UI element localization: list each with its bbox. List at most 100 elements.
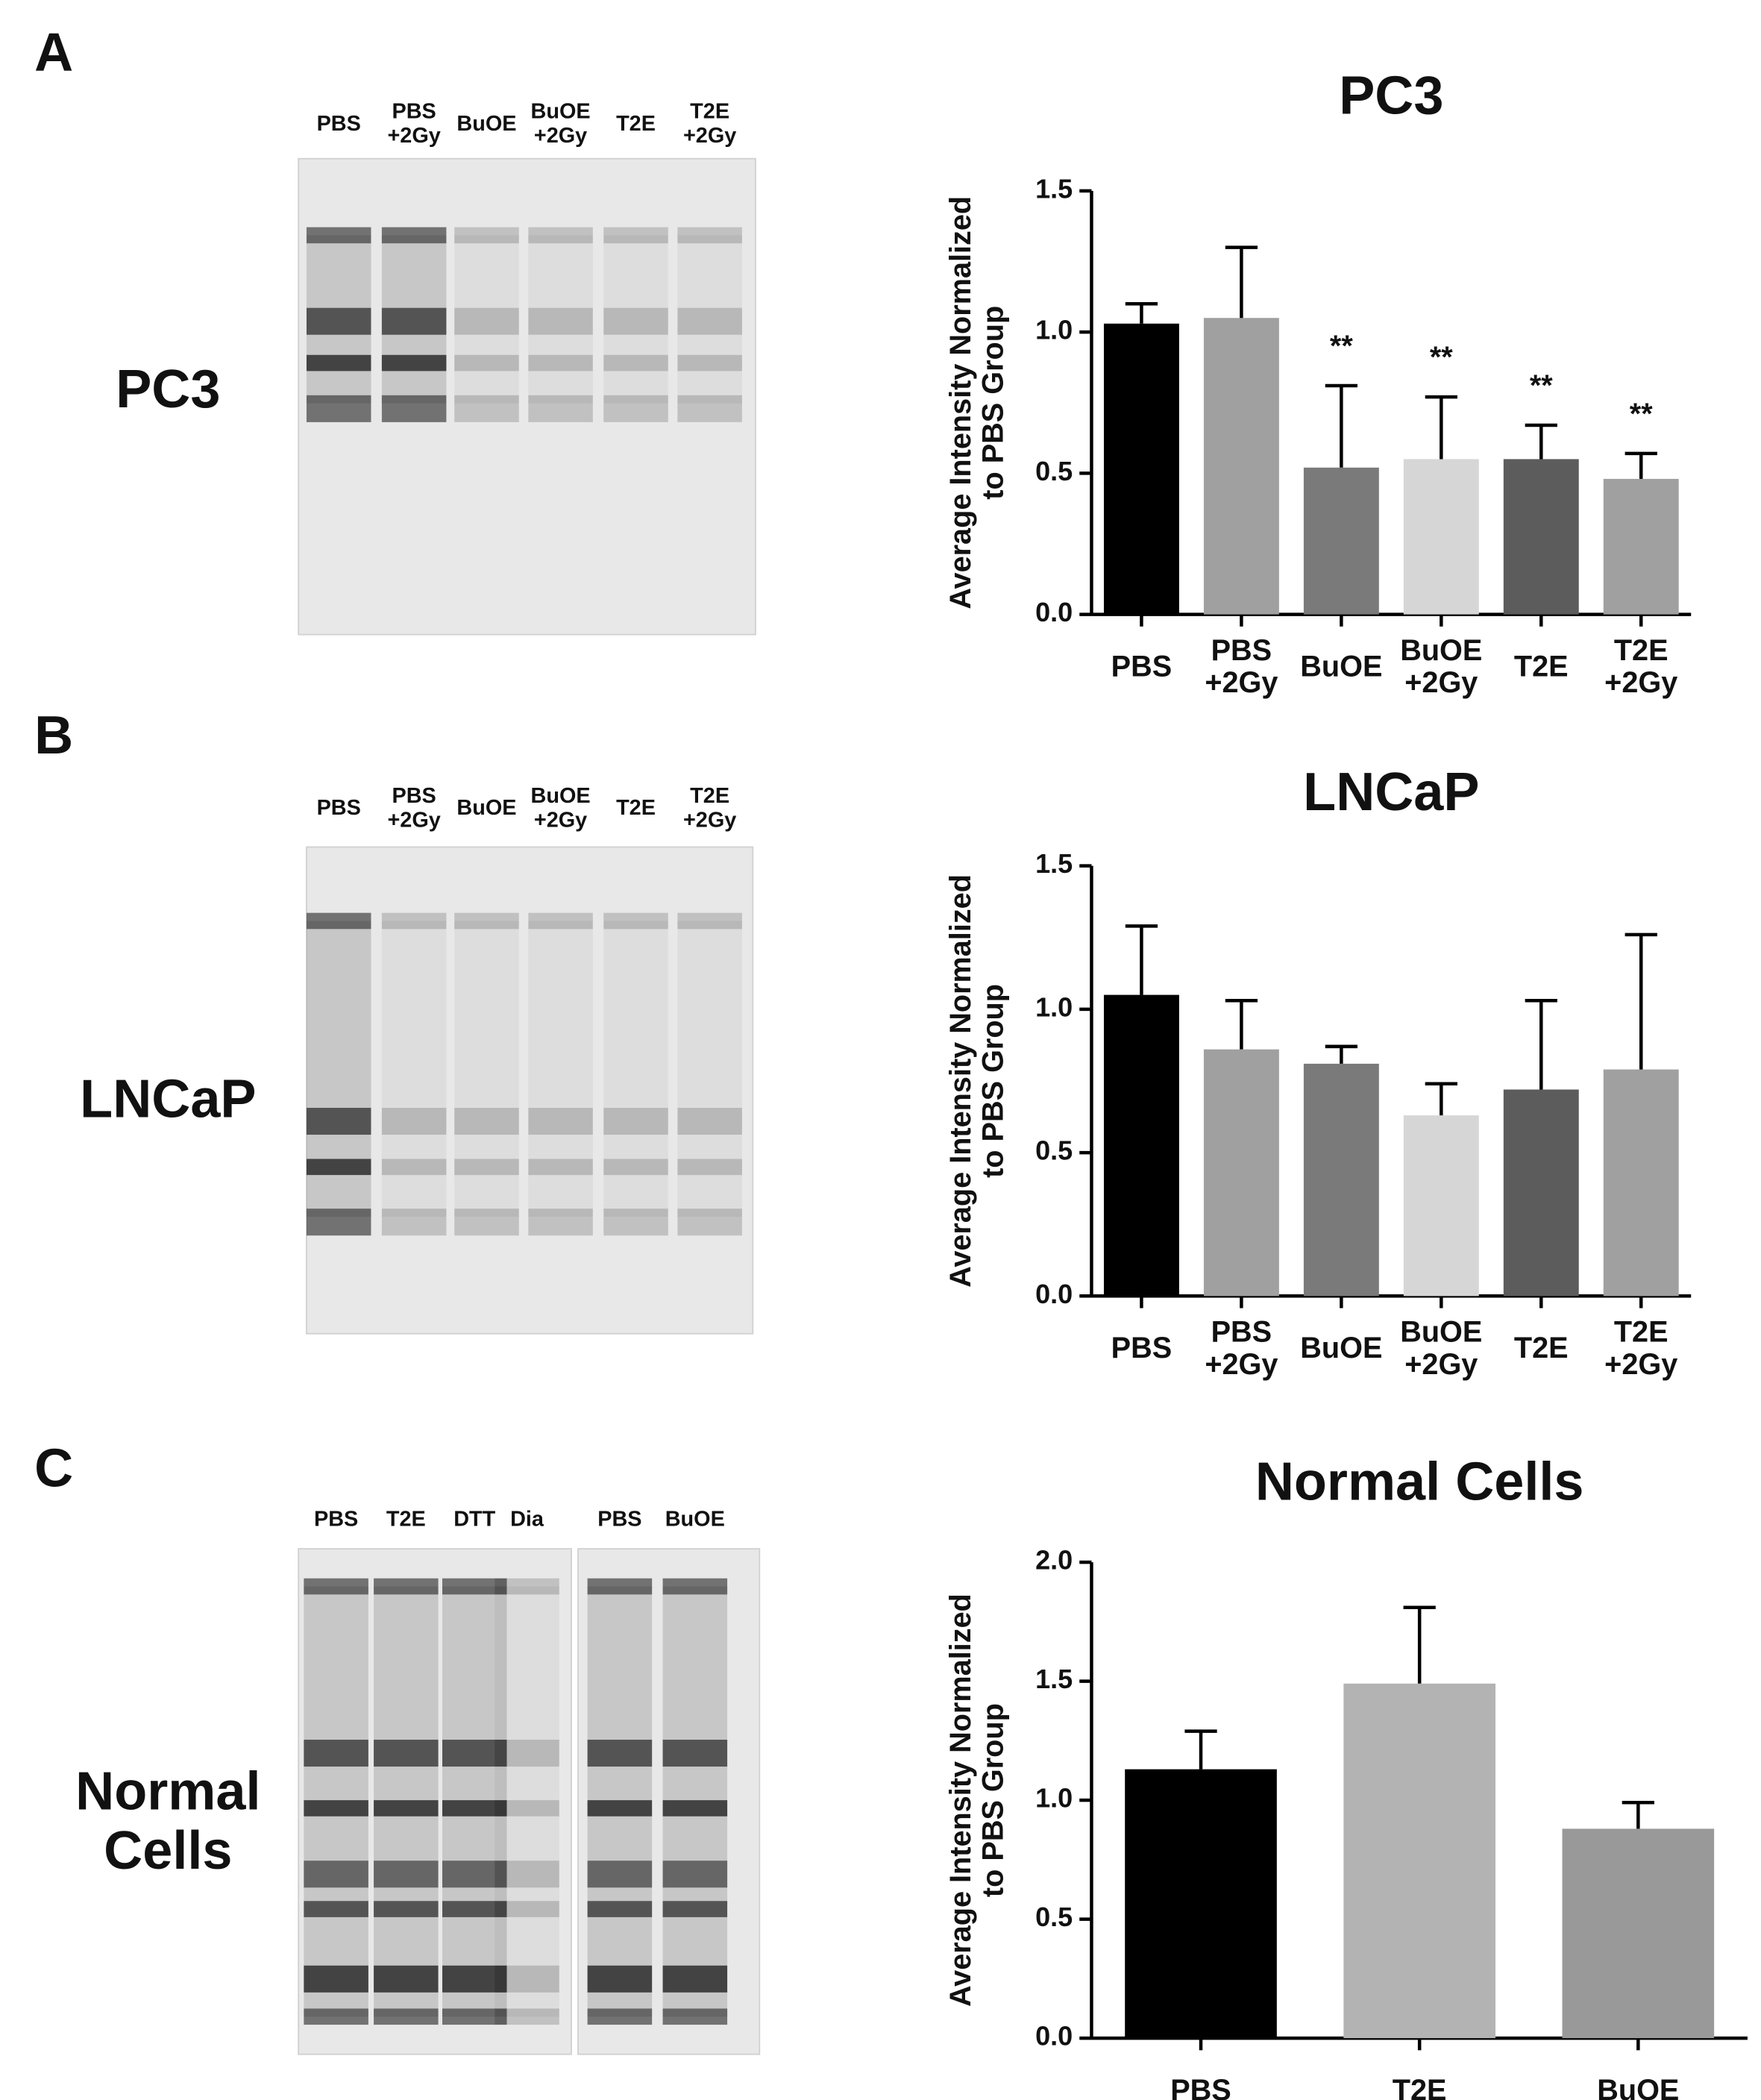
x-tick-label: PBS +2Gy <box>1205 1314 1278 1381</box>
blot-smear <box>528 921 593 1217</box>
blot-band <box>495 1901 559 1917</box>
row-label-box: PC3 <box>116 360 220 419</box>
blot-band <box>587 1800 653 1817</box>
blot-band <box>587 1861 653 1888</box>
blot-band <box>306 1159 371 1176</box>
blot-smear <box>528 235 593 404</box>
x-tick-label-box: BuOE <box>1300 1332 1382 1364</box>
blot-band <box>495 1740 559 1767</box>
lane-label: PBS <box>597 1508 642 1532</box>
blot-band <box>442 1800 507 1817</box>
blot-band <box>528 227 593 244</box>
blot-band <box>304 1965 368 1993</box>
error-bar <box>1325 1044 1357 1064</box>
lane-label-box: BuOE <box>456 113 516 137</box>
lane-label-box: T2E +2Gy <box>683 786 736 832</box>
y-tick-label: 0.0 <box>1035 1279 1073 1309</box>
blot-smear <box>662 1586 728 2017</box>
y-tick-label: 0.5 <box>1035 1135 1073 1166</box>
significance-label: ** <box>1630 398 1653 430</box>
x-tick-label-box: PBS <box>1170 2074 1231 2100</box>
blot-band <box>454 912 519 930</box>
lane-label-box: T2E <box>616 797 656 821</box>
blot-band <box>603 354 668 372</box>
blot-band <box>304 1740 368 1767</box>
blot-band <box>381 1159 447 1176</box>
bar <box>1303 1063 1379 1297</box>
blot-band <box>381 354 447 372</box>
chart-title: Normal Cells <box>1255 1452 1584 1511</box>
blot-band <box>528 1107 593 1135</box>
y-axis-label-box: Average Intensity Normalized to PBS Grou… <box>944 874 1010 1288</box>
y-axis-label-group: Average Intensity Normalized to PBS Grou… <box>944 874 1010 1288</box>
error-bar <box>1622 1801 1654 1829</box>
blot-band <box>603 912 668 930</box>
row-label-box: Normal Cells <box>75 1763 260 1881</box>
error-bar <box>1125 924 1158 995</box>
blot-smear <box>677 235 742 404</box>
blot-band <box>662 1578 728 1595</box>
lane-label: PBS <box>316 797 361 821</box>
blot-band <box>304 1861 368 1888</box>
error-bar <box>1625 933 1657 1070</box>
blot-band <box>662 1740 728 1767</box>
blot-smear <box>603 235 668 404</box>
y-tick-label: 0.5 <box>1035 1902 1073 1932</box>
blot-band <box>528 1209 593 1236</box>
blot-band <box>662 1965 728 1993</box>
x-tick-label: BuOE <box>1597 2072 1680 2100</box>
blot-band <box>381 912 447 930</box>
blot-band <box>677 307 742 335</box>
bar <box>1203 318 1279 615</box>
bar <box>1203 1049 1279 1297</box>
x-tick-label-box: BuOE <box>1597 2072 1680 2100</box>
bar <box>1103 994 1179 1297</box>
x-tick-label: PBS +2Gy <box>1205 633 1278 700</box>
blot-band <box>442 1740 507 1767</box>
blot-smear <box>454 235 519 404</box>
x-tick-label-box: BuOE +2Gy <box>1400 633 1482 698</box>
blot-band <box>677 1159 742 1176</box>
blot-band <box>306 307 371 335</box>
lane-label-box: PBS <box>314 1508 358 1532</box>
blot-band <box>454 395 519 422</box>
blot-band <box>528 354 593 372</box>
blot-band <box>495 1861 559 1888</box>
bar <box>1403 459 1479 615</box>
y-tick-label: 0.0 <box>1035 597 1073 627</box>
blot-band <box>587 2008 653 2025</box>
lane-label: PBS +2Gy <box>387 101 441 148</box>
blot-band <box>381 395 447 422</box>
chart-title: LNCaP <box>1303 762 1479 822</box>
x-tick-label: PBS <box>1111 1330 1173 1365</box>
lane-label-box: BuOE <box>665 1508 725 1532</box>
blot-band <box>381 1209 447 1236</box>
blot-band <box>374 1901 439 1917</box>
blot-band <box>454 1107 519 1135</box>
x-tick-label: T2E <box>1392 2072 1447 2100</box>
y-tick-label: 0.0 <box>1035 2021 1073 2052</box>
lane-label: BuOE <box>456 797 517 821</box>
x-tick-label: T2E <box>1513 649 1569 683</box>
x-tick-label-box: T2E <box>1514 1332 1569 1364</box>
lane-label-box: T2E <box>616 113 656 137</box>
blot-band <box>677 395 742 422</box>
lane-label-box: BuOE <box>456 797 517 821</box>
blot-band <box>677 912 742 930</box>
blot-band <box>603 227 668 244</box>
blot-band <box>381 1107 447 1135</box>
blot-smear <box>381 235 447 404</box>
blot-band <box>495 2008 559 2025</box>
blot-band <box>495 1800 559 1817</box>
lane-label-box: BuOE +2Gy <box>531 786 591 832</box>
lane-label-box: PBS +2Gy <box>387 786 441 833</box>
blot-band <box>677 1107 742 1135</box>
blot-band <box>374 1740 439 1767</box>
blot-band <box>454 1159 519 1176</box>
lane-label-box: PBS <box>597 1508 642 1532</box>
y-tick-label: 1.0 <box>1035 991 1073 1022</box>
lane-label: PBS +2Gy <box>387 786 441 833</box>
lane-label: T2E <box>386 1508 426 1532</box>
error-bar <box>1525 999 1557 1090</box>
